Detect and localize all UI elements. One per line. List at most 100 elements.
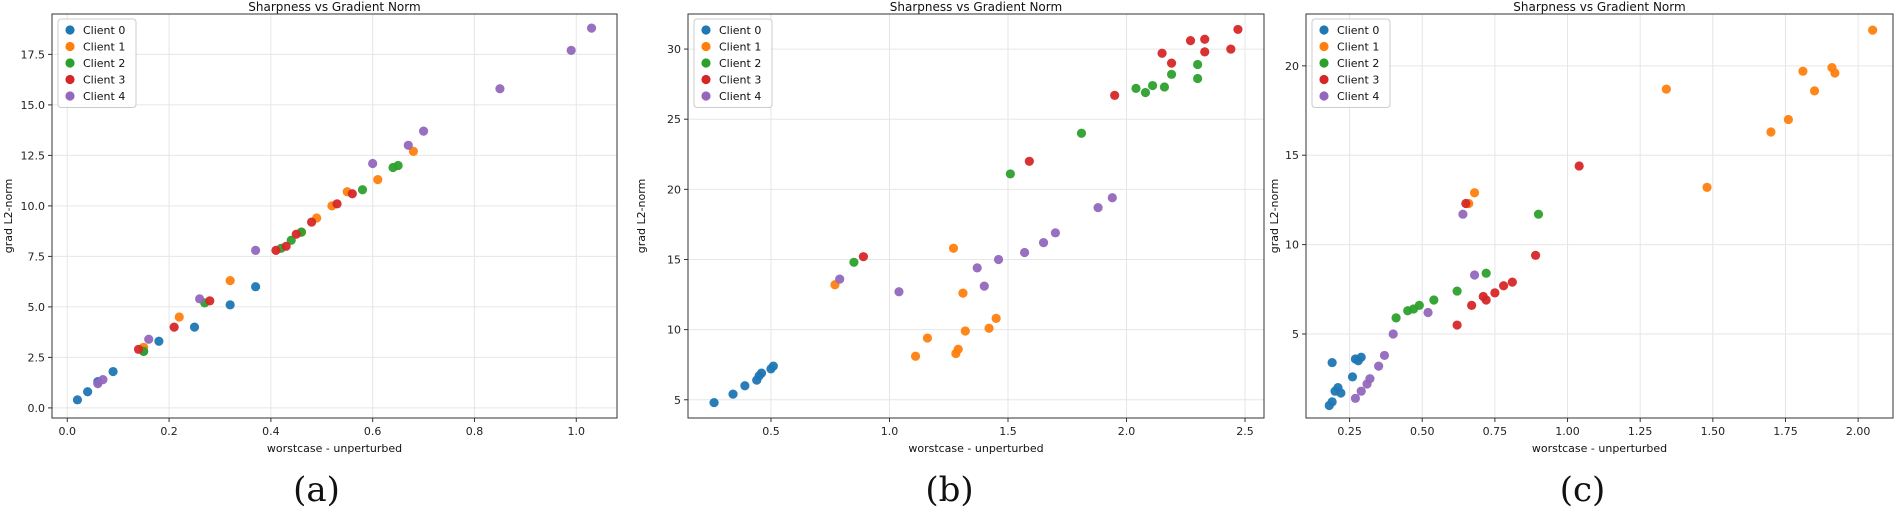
legend-label: Client 0 bbox=[719, 24, 761, 37]
data-point bbox=[979, 281, 989, 291]
y-tick-label: 10.0 bbox=[21, 200, 46, 213]
data-point bbox=[1131, 83, 1141, 93]
y-axis-label: grad L2-norm bbox=[1268, 179, 1281, 254]
data-point bbox=[1336, 388, 1346, 398]
data-point bbox=[1809, 86, 1820, 96]
legend-marker bbox=[65, 91, 75, 101]
data-point bbox=[98, 375, 108, 385]
data-point bbox=[1481, 295, 1491, 305]
data-point bbox=[1868, 25, 1878, 35]
data-point bbox=[1798, 66, 1808, 76]
data-point bbox=[418, 126, 429, 136]
legend-label: Client 4 bbox=[1337, 90, 1379, 103]
data-point bbox=[1076, 128, 1087, 138]
legend-marker bbox=[65, 74, 75, 85]
data-point bbox=[72, 395, 83, 405]
x-tick-label: 0.8 bbox=[466, 425, 484, 438]
data-point bbox=[393, 160, 403, 171]
y-tick-label: 7.5 bbox=[28, 250, 46, 263]
y-tick-label: 5 bbox=[1292, 328, 1299, 341]
data-point bbox=[984, 323, 994, 333]
data-point bbox=[195, 294, 205, 304]
legend-marker bbox=[1319, 25, 1329, 35]
data-point bbox=[225, 300, 235, 310]
legend-label: Client 1 bbox=[719, 41, 761, 54]
data-point bbox=[403, 140, 413, 150]
data-point bbox=[1093, 202, 1103, 213]
y-tick-label: 20 bbox=[667, 183, 681, 196]
data-point bbox=[960, 326, 970, 336]
data-point bbox=[408, 146, 418, 156]
data-point bbox=[1533, 209, 1544, 219]
data-point bbox=[174, 312, 184, 322]
data-point bbox=[306, 217, 317, 227]
data-point bbox=[357, 185, 368, 195]
data-point bbox=[1140, 87, 1151, 98]
data-point bbox=[1166, 69, 1177, 79]
data-point bbox=[169, 322, 179, 332]
data-point bbox=[1365, 374, 1375, 384]
x-tick-label: 0.0 bbox=[59, 425, 77, 438]
data-point bbox=[728, 389, 738, 399]
data-point bbox=[1050, 228, 1061, 238]
data-point bbox=[1414, 300, 1424, 310]
data-point bbox=[1766, 127, 1776, 137]
x-tick-label: 2.5 bbox=[1236, 425, 1254, 438]
legend-label: Client 1 bbox=[83, 41, 125, 54]
data-point bbox=[1661, 84, 1671, 94]
legend-label: Client 4 bbox=[719, 90, 761, 103]
data-point bbox=[1005, 169, 1015, 179]
x-tick-label: 0.25 bbox=[1337, 425, 1362, 438]
x-axis-label: worstcase - unperturbed bbox=[267, 442, 402, 455]
data-point bbox=[332, 199, 342, 209]
data-point bbox=[251, 282, 261, 292]
y-tick-label: 2.5 bbox=[28, 351, 46, 364]
x-tick-label: 1.00 bbox=[1555, 425, 1580, 438]
panel-a: 0.0 0.2 0.4 0.6 0.8 1.0 0.0 2.5 5.0 7.5 10.0 12.5 15… bbox=[0, 0, 633, 516]
data-point bbox=[368, 158, 378, 169]
scatter-chart-a: 0.0 0.2 0.4 0.6 0.8 1.0 0.0 2.5 5.0 7.5 10.0 12.5 15… bbox=[2, 0, 618, 455]
data-point bbox=[566, 45, 576, 55]
legend-label: Client 4 bbox=[83, 90, 125, 103]
data-point bbox=[1481, 268, 1491, 278]
data-point bbox=[1783, 114, 1793, 125]
data-point bbox=[1038, 238, 1049, 248]
legend-marker bbox=[65, 25, 75, 35]
x-tick-label: 1.25 bbox=[1628, 425, 1653, 438]
x-tick-label: 2.00 bbox=[1846, 425, 1871, 438]
x-axis-label: worstcase - unperturbed bbox=[908, 442, 1043, 455]
data-point bbox=[291, 229, 301, 239]
data-point bbox=[1499, 281, 1509, 291]
legend-marker bbox=[1319, 74, 1329, 85]
x-tick-label: 0.50 bbox=[1410, 425, 1435, 438]
data-point bbox=[740, 381, 750, 391]
data-point bbox=[1452, 286, 1462, 296]
x-tick-label: 1.0 bbox=[568, 425, 586, 438]
data-point bbox=[1507, 277, 1517, 287]
axes-frame bbox=[687, 13, 1265, 419]
y-tick-label: 30 bbox=[667, 43, 681, 56]
chart-title: Sharpness vs Gradient Norm bbox=[1513, 0, 1685, 14]
data-point bbox=[849, 257, 859, 267]
data-point bbox=[958, 288, 968, 298]
x-tick-label: 0.75 bbox=[1483, 425, 1508, 438]
x-axis-label: worstcase - unperturbed bbox=[1532, 442, 1667, 455]
data-point bbox=[1458, 209, 1468, 219]
plot-area bbox=[688, 14, 1264, 418]
y-tick-label: 25 bbox=[667, 113, 681, 126]
data-point bbox=[1024, 156, 1034, 166]
y-tick-label: 5.0 bbox=[28, 301, 46, 314]
legend-label: Client 0 bbox=[83, 24, 125, 37]
data-point bbox=[1350, 393, 1361, 403]
caption-c: (c) bbox=[1559, 470, 1606, 510]
legend-marker bbox=[65, 58, 75, 68]
legend-marker bbox=[1319, 41, 1329, 52]
data-point bbox=[373, 175, 383, 185]
data-point bbox=[948, 243, 959, 253]
legend-marker bbox=[701, 91, 711, 101]
y-tick-label: 17.5 bbox=[21, 48, 46, 61]
legend-label: Client 2 bbox=[1337, 57, 1379, 70]
data-point bbox=[894, 287, 904, 297]
data-point bbox=[1019, 247, 1030, 258]
